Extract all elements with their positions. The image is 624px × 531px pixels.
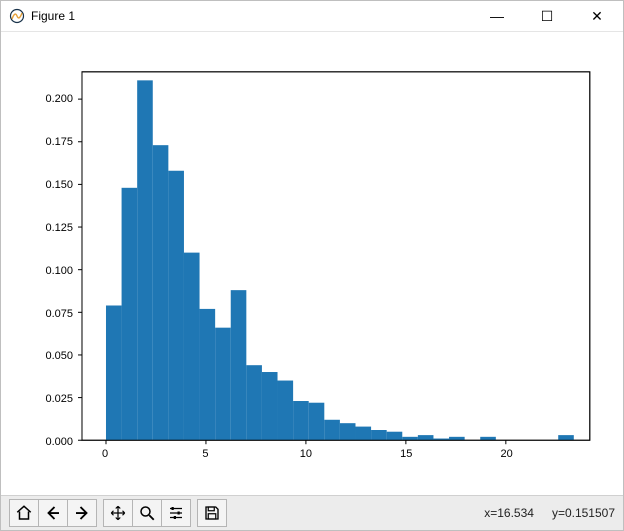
statusbar: x=16.534 y=0.151507	[1, 495, 623, 530]
configure-button[interactable]	[161, 499, 191, 527]
xtick-label: 0	[102, 448, 108, 460]
home-button[interactable]	[9, 499, 39, 527]
ytick-label: 0.200	[45, 93, 73, 105]
ytick-label: 0.050	[45, 350, 73, 362]
save-button[interactable]	[197, 499, 227, 527]
titlebar: Figure 1 — ☐ ✕	[1, 1, 623, 32]
app-icon	[9, 8, 25, 24]
ytick-label: 0.000	[45, 436, 73, 448]
save-icon	[203, 504, 221, 522]
maximize-button[interactable]: ☐	[525, 1, 569, 31]
ytick-label: 0.025	[45, 393, 73, 405]
ytick-label: 0.175	[45, 136, 73, 148]
minimize-button[interactable]: —	[475, 1, 519, 31]
plot-svg	[1, 32, 623, 495]
figure-canvas[interactable]: 0 5 10 15 20 0.000 0.025 0.050 0.075 0.100 0.125 0.…	[1, 32, 623, 495]
coord-y: y=0.151507	[552, 506, 615, 520]
window-title: Figure 1	[31, 9, 75, 23]
ytick-label: 0.075	[45, 308, 73, 320]
sliders-icon	[167, 504, 185, 522]
forward-button[interactable]	[67, 499, 97, 527]
ytick-label: 0.100	[45, 265, 73, 277]
xtick-label: 20	[501, 448, 513, 460]
pan-button[interactable]	[103, 499, 133, 527]
close-button[interactable]: ✕	[575, 1, 619, 31]
zoom-icon	[138, 504, 156, 522]
ytick-label: 0.125	[45, 222, 73, 234]
zoom-button[interactable]	[132, 499, 162, 527]
xtick-label: 15	[400, 448, 412, 460]
arrow-left-icon	[44, 504, 62, 522]
xtick-label: 10	[300, 448, 312, 460]
pan-icon	[109, 504, 127, 522]
coord-x: x=16.534	[484, 506, 534, 520]
back-button[interactable]	[38, 499, 68, 527]
xtick-label: 5	[202, 448, 208, 460]
home-icon	[15, 504, 33, 522]
figure-window: Figure 1 — ☐ ✕ 0 5 10 15 20 0.000 0.025 0.050 0.…	[0, 0, 624, 531]
ytick-label: 0.150	[45, 179, 73, 191]
arrow-right-icon	[73, 504, 91, 522]
